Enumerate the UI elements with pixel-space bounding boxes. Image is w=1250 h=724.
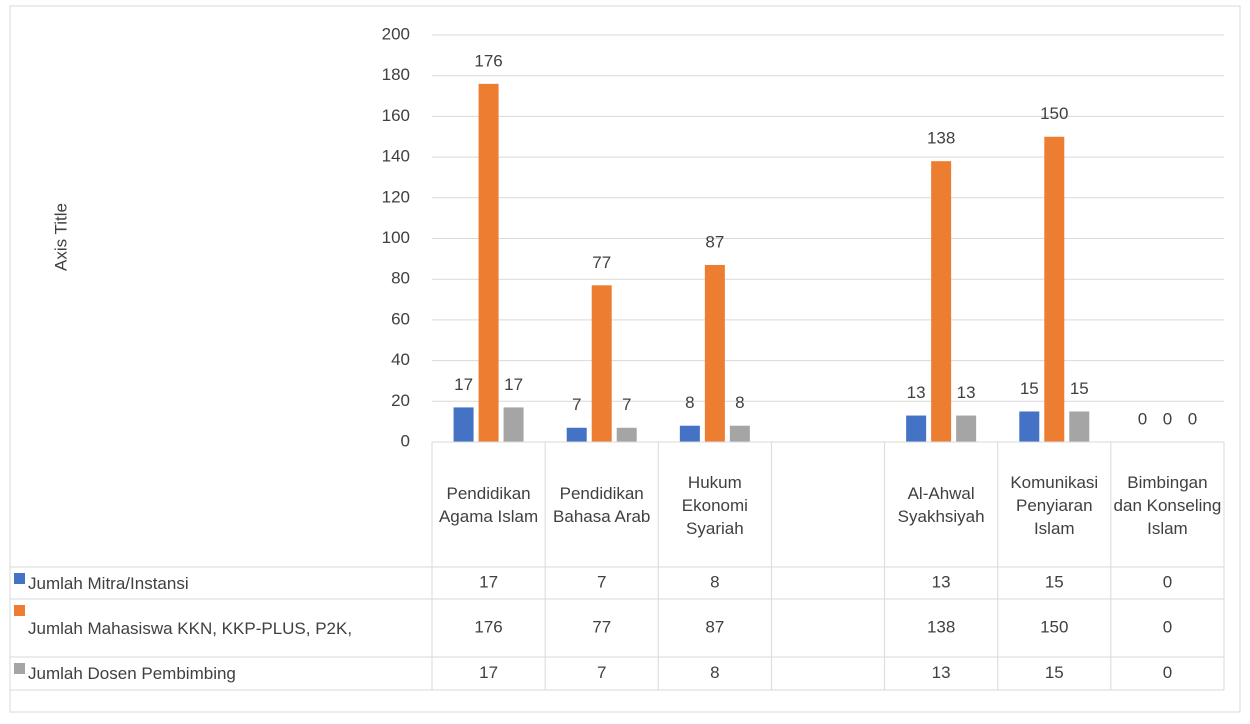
y-tick-label: 60	[391, 309, 410, 328]
table-value: 150	[1040, 617, 1068, 636]
bar	[906, 415, 927, 442]
x-tick-label-text: Pendidikan Bahasa Arab	[553, 484, 651, 526]
x-tick-label: Pendidikan Agama Islam	[433, 444, 544, 566]
data-label: 7	[572, 395, 581, 414]
bar	[1069, 411, 1090, 442]
bar	[1019, 411, 1040, 442]
bar	[956, 415, 977, 442]
x-tick-label: Hukum Ekonomi Syariah	[659, 444, 770, 566]
legend-entry: Jumlah Mahasiswa KKN, KKP-PLUS, P2K,	[14, 599, 424, 657]
x-tick-label-text: Bimbingan dan Konseling Islam	[1113, 472, 1222, 538]
x-tick-label: Pendidikan Bahasa Arab	[546, 444, 657, 566]
table-value: 15	[1045, 572, 1064, 591]
y-tick-label: 80	[391, 269, 410, 288]
table-value: 8	[710, 663, 719, 682]
legend-entry: Jumlah Dosen Pembimbing	[14, 657, 424, 690]
bar	[503, 407, 524, 442]
bar	[453, 407, 474, 442]
x-tick-label: Bimbingan dan Konseling Islam	[1112, 444, 1223, 566]
data-label: 138	[927, 129, 955, 148]
x-tick-label-box: Bimbingan dan Konseling Islam	[1112, 444, 1223, 566]
data-label: 77	[592, 253, 611, 272]
legend-entry-box: Jumlah Dosen Pembimbing	[14, 657, 424, 690]
legend-entry-box: Jumlah Mitra/Instansi	[14, 567, 424, 599]
x-tick-label-text: Hukum Ekonomi Syariah	[681, 472, 748, 538]
data-label: 17	[504, 375, 523, 394]
bar	[566, 427, 587, 442]
x-tick-label-text: Al-Ahwal Syakhsiyah	[897, 484, 985, 526]
data-label: 0	[1188, 409, 1197, 428]
x-tick-label-box: Komunikasi Penyiaran Islam	[999, 444, 1110, 566]
legend-swatch	[14, 605, 25, 616]
x-tick-label: Al-Ahwal Syakhsiyah	[886, 444, 997, 566]
table-value: 87	[705, 617, 724, 636]
data-label: 17	[454, 375, 473, 394]
data-label: 13	[957, 383, 976, 402]
data-label: 15	[1020, 379, 1039, 398]
x-tick-label-box: Hukum Ekonomi Syariah	[659, 444, 770, 566]
data-label: 8	[735, 393, 744, 412]
legend-swatch	[14, 663, 25, 674]
table-value: 13	[932, 663, 951, 682]
y-axis-title: Axis Title	[51, 203, 70, 271]
data-label: 150	[1040, 104, 1068, 123]
bar	[1044, 136, 1065, 442]
table-value: 7	[597, 663, 606, 682]
bar	[478, 83, 499, 442]
legend-entry: Jumlah Mitra/Instansi	[14, 567, 424, 599]
table-value: 7	[597, 572, 606, 591]
x-tick-label-box: Al-Ahwal Syakhsiyah	[886, 444, 997, 566]
y-tick-label: 20	[391, 391, 410, 410]
table-value: 0	[1163, 663, 1172, 682]
y-tick-label: 180	[382, 65, 410, 84]
legend-entry-text: Jumlah Mahasiswa KKN, KKP-PLUS, P2K,	[28, 618, 353, 638]
y-tick-label: 40	[391, 350, 410, 369]
table-value: 138	[927, 617, 955, 636]
table-value: 17	[479, 572, 498, 591]
x-tick-label: Komunikasi Penyiaran Islam	[999, 444, 1110, 566]
bar	[729, 425, 750, 442]
data-label: 15	[1070, 379, 1089, 398]
data-label: 7	[622, 395, 631, 414]
bar	[704, 264, 725, 442]
data-label: 0	[1163, 409, 1172, 428]
y-tick-label: 200	[382, 24, 410, 43]
bar	[931, 161, 952, 443]
x-tick-label-box: Pendidikan Bahasa Arab	[546, 444, 657, 566]
table-value: 13	[932, 572, 951, 591]
y-tick-label: 120	[382, 187, 410, 206]
legend-entry-box: Jumlah Mahasiswa KKN, KKP-PLUS, P2K,	[14, 599, 424, 657]
data-label: 0	[1138, 409, 1147, 428]
x-tick-label-text: Komunikasi Penyiaran Islam	[1010, 472, 1099, 538]
table-value: 8	[710, 572, 719, 591]
data-label: 8	[685, 393, 694, 412]
y-tick-label: 0	[401, 431, 410, 450]
table-value: 15	[1045, 663, 1064, 682]
legend-entry-text: Jumlah Dosen Pembimbing	[28, 664, 236, 683]
y-tick-label: 160	[382, 106, 410, 125]
table-value: 17	[479, 663, 498, 682]
x-tick-label-box: Pendidikan Agama Islam	[433, 444, 544, 566]
legend-entry-text: Jumlah Mitra/Instansi	[28, 573, 189, 593]
data-label: 87	[705, 232, 724, 251]
bar	[591, 285, 612, 442]
table-value: 77	[592, 617, 611, 636]
y-tick-label: 100	[382, 228, 410, 247]
table-value: 0	[1163, 617, 1172, 636]
bar	[679, 425, 700, 442]
data-label: 13	[907, 383, 926, 402]
chart-border	[9, 5, 1241, 713]
table-value: 176	[474, 617, 502, 636]
y-tick-label: 140	[382, 147, 410, 166]
data-label: 176	[474, 51, 502, 70]
x-tick-label-text: Pendidikan Agama Islam	[438, 484, 539, 526]
bar	[616, 427, 637, 442]
legend-swatch	[14, 573, 25, 584]
table-value: 0	[1163, 572, 1172, 591]
